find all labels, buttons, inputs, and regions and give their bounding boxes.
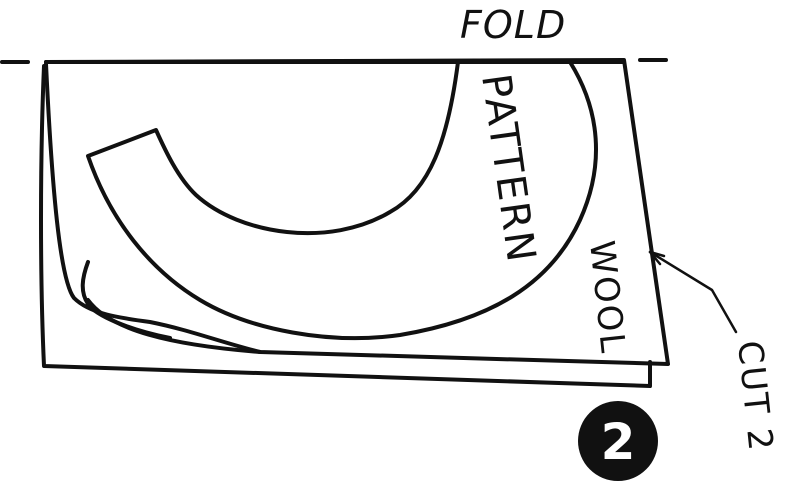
pattern-piece [86, 60, 599, 341]
step-number: 2 [601, 413, 636, 471]
cut-label: CUT 2 [729, 339, 780, 454]
fold-label: FOLD [460, 3, 566, 47]
fabric-curled-corner [44, 62, 262, 354]
wool-label: WOOL [581, 239, 633, 357]
fabric-curl-edge [80, 260, 172, 340]
pattern-label: PATTERN [472, 71, 544, 267]
cut-leader-arrowhead [648, 250, 666, 266]
wool-fabric-bottom-layer [39, 64, 652, 388]
cut-leader-line [648, 250, 738, 334]
wool-fabric-top-layer [44, 58, 670, 366]
step-number-badge [578, 401, 658, 481]
